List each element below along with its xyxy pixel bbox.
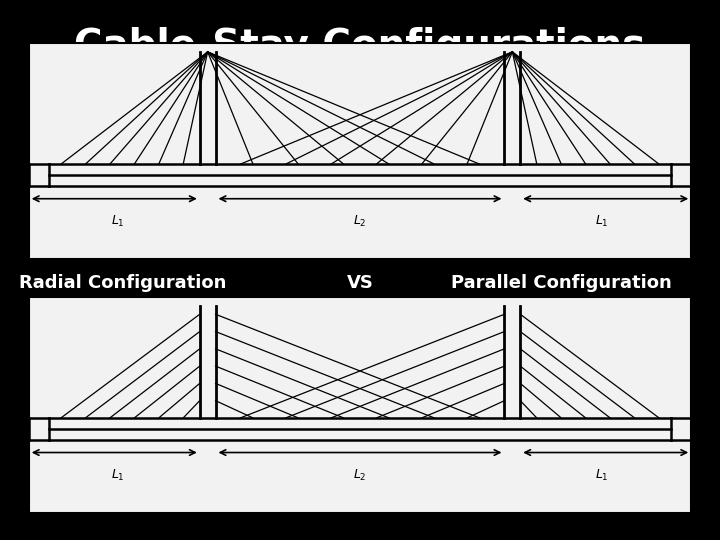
Text: $L_1$: $L_1$ xyxy=(112,214,125,229)
Text: $L_1$: $L_1$ xyxy=(595,214,608,229)
Text: Radial Configuration: Radial Configuration xyxy=(19,274,226,293)
Text: Parallel Configuration: Parallel Configuration xyxy=(451,274,672,293)
Text: $L_1$: $L_1$ xyxy=(595,468,608,483)
Text: VS: VS xyxy=(346,274,374,293)
Text: $L_2$: $L_2$ xyxy=(354,468,366,483)
Text: $L_2$: $L_2$ xyxy=(354,214,366,229)
Text: Cable-Stay Configurations: Cable-Stay Configurations xyxy=(74,27,646,65)
Text: $L_1$: $L_1$ xyxy=(112,468,125,483)
